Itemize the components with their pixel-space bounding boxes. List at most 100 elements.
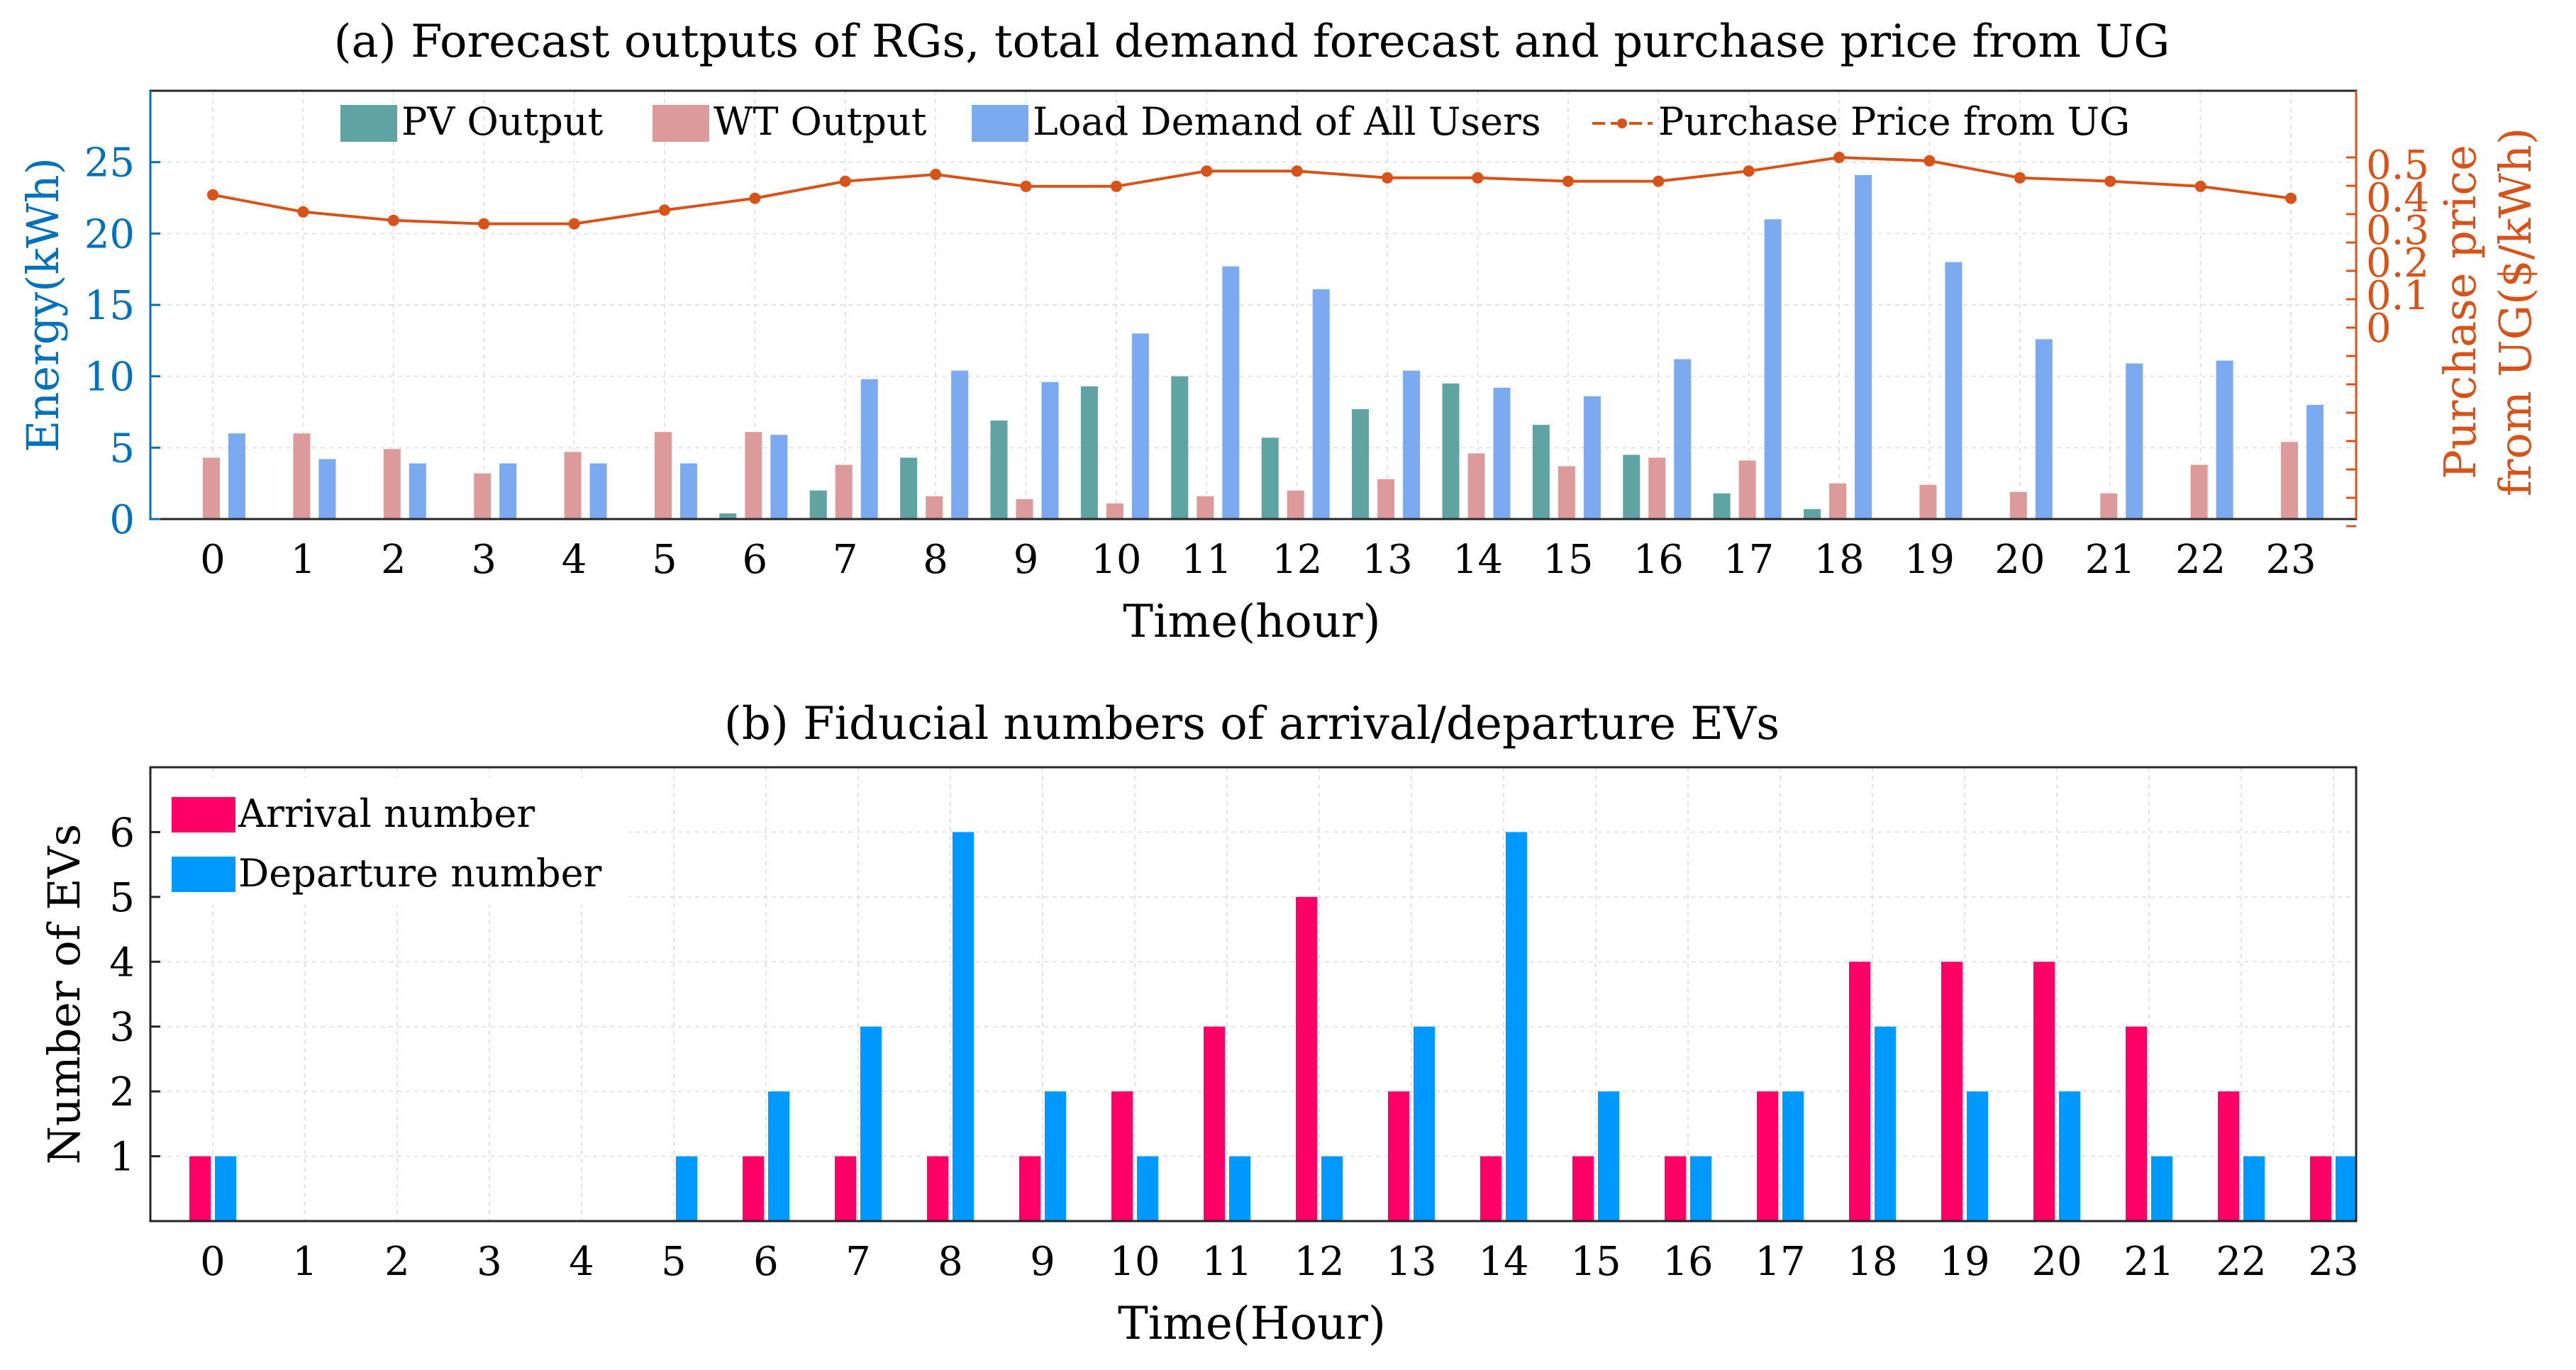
chart-b-x-tick-19: 19: [1939, 1239, 1989, 1285]
chart-a-bar-2-16: [1674, 359, 1692, 519]
chart-a-bar-1-16: [1648, 457, 1666, 519]
chart-b-plot-frame: [149, 766, 2358, 1223]
chart-b-bar-1-5: [676, 1156, 697, 1221]
chart-a-bar-2-15: [1583, 396, 1601, 519]
price-point-17: [1743, 165, 1755, 177]
chart-a-bar-2-21: [2126, 363, 2143, 519]
chart-b-y-tick-2: 2: [109, 1069, 135, 1115]
chart-b-bar-0-19: [1941, 962, 1962, 1221]
chart-a-bars: [203, 174, 2324, 519]
legend-label-pv: PV Output: [401, 99, 604, 144]
chart-a: (a) Forecast outputs of RGs, total deman…: [17, 16, 2541, 648]
chart-a-y2-axis-label-line1: Purchase price: [2434, 145, 2486, 479]
price-point-22: [2194, 180, 2206, 192]
chart-a-bar-2-14: [1493, 387, 1511, 519]
chart-b-x-tick-23: 23: [2308, 1239, 2358, 1285]
price-point-15: [1562, 175, 1574, 187]
chart-a-x-tick-0: 0: [200, 537, 226, 583]
chart-a-y2-tick-0.1: 0.1: [2366, 273, 2429, 319]
chart-a-bar-2-12: [1312, 289, 1330, 519]
chart-b-x-tick-7: 7: [845, 1239, 871, 1285]
chart-a-x-tick-17: 17: [1723, 537, 1774, 583]
chart-a-x-tick-16: 16: [1633, 537, 1684, 583]
chart-a-bar-2-0: [228, 433, 245, 519]
chart-b-x-tick-18: 18: [1847, 1239, 1897, 1285]
chart-a-bar-1-8: [926, 496, 943, 519]
chart-b: (b) Fiducial numbers of arrival/departur…: [38, 698, 2359, 1350]
price-point-19: [1923, 155, 1936, 167]
price-point-5: [658, 204, 670, 216]
chart-a-bar-2-5: [679, 463, 697, 519]
chart-b-bar-1-6: [768, 1091, 789, 1221]
price-point-13: [1382, 172, 1394, 184]
chart-b-x-tick-8: 8: [938, 1239, 963, 1285]
chart-a-bar-2-19: [1945, 262, 1962, 519]
legend-label-departure: Departure number: [238, 851, 602, 896]
legend-swatch-wt: [653, 105, 709, 142]
chart-b-x-tick-12: 12: [1294, 1239, 1344, 1285]
chart-b-bar-1-11: [1229, 1156, 1250, 1221]
chart-b-bar-1-7: [860, 1026, 882, 1221]
chart-b-bar-0-13: [1388, 1091, 1409, 1221]
chart-b-y-axis-label: Number of EVs: [38, 824, 90, 1165]
chart-b-x-tick-0: 0: [200, 1239, 226, 1285]
chart-a-y-tick-25: 25: [84, 140, 135, 186]
chart-a-y2-tick-0.4: 0.4: [2366, 175, 2429, 221]
legend-swatch-load: [972, 105, 1028, 142]
chart-a-x-tick-4: 4: [562, 537, 587, 583]
legend-swatch-departure: [172, 857, 235, 892]
chart-a-bar-1-9: [1016, 499, 1033, 519]
chart-a-bar-1-19: [1919, 484, 1937, 519]
chart-b-bar-0-17: [1757, 1091, 1778, 1221]
chart-a-bar-0-7: [809, 490, 827, 519]
chart-b-x-tick-5: 5: [661, 1239, 687, 1285]
chart-a-x-tick-22: 22: [2175, 537, 2226, 583]
chart-a-bar-0-11: [1171, 376, 1189, 519]
chart-a-y2-axis-label-line2: from UG($/kWh): [2489, 128, 2541, 496]
chart-b-x-tick-11: 11: [1201, 1239, 1252, 1285]
chart-a-bar-2-10: [1131, 333, 1149, 519]
chart-b-bar-1-0: [215, 1156, 236, 1221]
chart-a-y-tick-15: 15: [84, 283, 135, 329]
chart-a-bar-1-2: [383, 449, 401, 519]
chart-a-x-tick-6: 6: [743, 537, 768, 583]
price-point-8: [930, 169, 942, 180]
chart-b-bar-1-22: [2243, 1156, 2265, 1221]
chart-b-bar-0-9: [1019, 1156, 1040, 1221]
chart-a-bar-1-20: [2009, 491, 2027, 519]
chart-a-bar-1-11: [1197, 496, 1214, 519]
chart-b-bar-0-10: [1111, 1091, 1133, 1221]
chart-b-x-tick-9: 9: [1030, 1239, 1055, 1285]
chart-a-bar-2-17: [1764, 219, 1782, 519]
chart-b-y-tick-5: 5: [109, 875, 135, 921]
chart-b-bar-1-23: [2336, 1156, 2357, 1221]
chart-a-bar-0-8: [900, 457, 918, 519]
chart-b-x-tick-21: 21: [2123, 1239, 2174, 1285]
chart-a-x-axis-label: Time(hour): [1123, 596, 1380, 648]
chart-b-x-tick-15: 15: [1570, 1239, 1621, 1285]
chart-b-x-tick-13: 13: [1386, 1239, 1436, 1285]
chart-a-bar-1-13: [1377, 479, 1395, 519]
chart-a-x-tick-14: 14: [1453, 537, 1503, 583]
legend-label-arrival: Arrival number: [238, 791, 535, 836]
chart-a-y-tick-0: 0: [109, 497, 135, 543]
chart-a-bar-2-1: [318, 459, 336, 519]
chart-a-bar-1-10: [1106, 503, 1123, 519]
price-point-12: [1291, 165, 1303, 177]
price-point-20: [2014, 172, 2026, 184]
chart-a-bar-1-4: [564, 452, 582, 519]
chart-a-bar-2-8: [951, 370, 969, 519]
chart-b-x-tick-10: 10: [1109, 1239, 1160, 1285]
price-point-2: [387, 214, 399, 226]
chart-a-bar-1-12: [1287, 490, 1304, 519]
chart-a-x-tick-21: 21: [2085, 537, 2136, 583]
chart-a-bar-0-9: [990, 421, 1008, 519]
chart-b-bar-0-15: [1572, 1156, 1594, 1221]
price-point-1: [297, 206, 309, 218]
chart-b-bar-1-15: [1598, 1091, 1619, 1221]
price-point-3: [478, 218, 490, 230]
chart-a-bar-1-0: [203, 457, 220, 519]
chart-a-bar-2-13: [1403, 370, 1421, 519]
chart-a-y-tick-10: 10: [84, 355, 135, 401]
chart-a-bar-1-6: [745, 432, 762, 519]
